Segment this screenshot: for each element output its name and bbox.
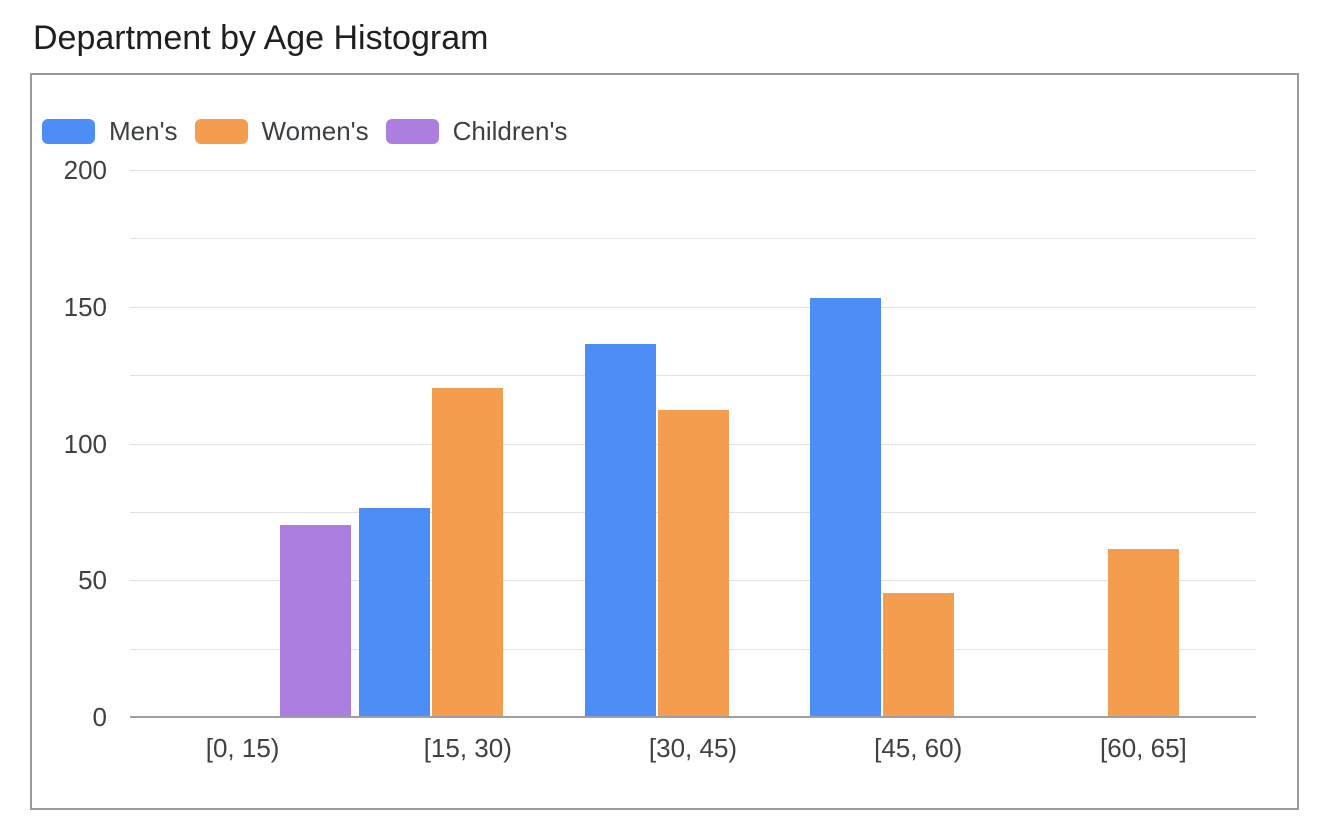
legend-label: Children's xyxy=(452,116,568,146)
chart-title: Department by Age Histogram xyxy=(33,19,489,57)
bar[interactable] xyxy=(658,410,729,716)
legend-label: Men's xyxy=(109,116,178,146)
bar[interactable] xyxy=(810,298,881,716)
x-category-label: [60, 65] xyxy=(1100,733,1187,763)
bar[interactable] xyxy=(280,525,351,716)
y-tick-label: 150 xyxy=(63,291,107,322)
bar[interactable] xyxy=(585,344,656,716)
legend-item: Men's xyxy=(42,116,178,147)
gridline xyxy=(130,238,1256,240)
x-axis-line xyxy=(130,716,1256,718)
y-tick-label: 50 xyxy=(78,565,107,596)
gridline xyxy=(130,375,1256,377)
chart-plot-box: Men's Women's Children's 0 50 100 150 200 [0, 1… xyxy=(30,73,1299,810)
gridline xyxy=(130,170,1256,171)
x-category-label: [45, 60) xyxy=(874,733,963,763)
gridline xyxy=(130,306,1256,308)
bar[interactable] xyxy=(432,388,503,716)
x-category-label: [30, 45) xyxy=(648,733,738,763)
plot-area: 0 50 100 150 200 [0, 15) [15, 30) [30, 45) [45, … xyxy=(64,157,1256,762)
chart-legend: Men's Women's Children's xyxy=(42,116,567,147)
legend-item: Women's xyxy=(194,116,369,147)
legend-swatch-icon xyxy=(42,119,95,144)
bar[interactable] xyxy=(359,508,430,716)
bar[interactable] xyxy=(883,593,954,716)
legend-item: Children's xyxy=(385,116,568,147)
x-category-label: [0, 15) xyxy=(205,733,280,763)
legend-swatch-icon xyxy=(385,119,439,144)
bar[interactable] xyxy=(1108,549,1179,716)
y-tick-label: 100 xyxy=(63,428,107,459)
legend-label: Women's xyxy=(261,116,369,146)
y-tick-label: 0 xyxy=(92,702,107,732)
y-tick-label: 200 xyxy=(63,155,107,185)
x-category-label: [15, 30) xyxy=(423,733,512,763)
legend-swatch-icon xyxy=(194,119,248,144)
